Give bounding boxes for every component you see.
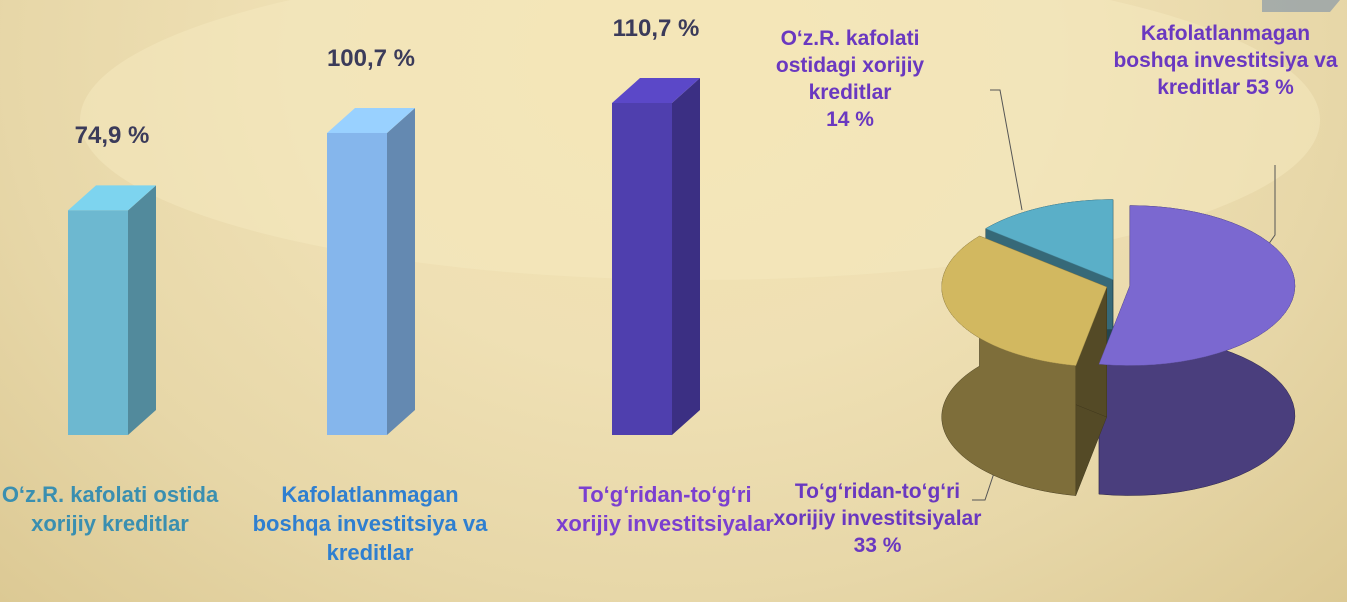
bar-side <box>672 78 700 435</box>
slice-name: To‘g‘ridan-to‘g‘ri xorijiy investitsiyal… <box>773 480 982 530</box>
bar-top <box>327 107 415 133</box>
slice-label: To‘g‘ridan-to‘g‘ri xorijiy investitsiyal… <box>770 478 985 559</box>
slice <box>985 199 1114 280</box>
category-label: Kafolatlanmagan boshqa investitsiya va k… <box>252 482 488 565</box>
value-label: 100,7 % <box>326 44 416 72</box>
slice-name: Kafolatlanmagan boshqa investitsiya va k… <box>1113 22 1338 99</box>
slice <box>941 235 1108 366</box>
slice-label: Kafolatlanmagan boshqa investitsiya va k… <box>1108 20 1343 101</box>
slice-value: 33 % <box>853 534 902 557</box>
value-label: 110,7 % <box>612 15 700 42</box>
background-shape <box>1262 0 1340 12</box>
bar <box>327 107 415 435</box>
slice-name: O‘z.R. kafolati ostidagi xorijiy kreditl… <box>775 27 925 104</box>
bar-top <box>612 78 700 103</box>
bar-side <box>387 107 415 435</box>
slice-value: 14 % <box>826 108 874 131</box>
leader-line <box>1267 165 1276 246</box>
leader-line <box>990 89 1023 211</box>
slice <box>1098 205 1296 366</box>
category-label: O‘z.R. kafolati ostida xorijiy kreditlar <box>1 482 219 536</box>
category-label: To‘g‘ridan-to‘g‘ri xorijiy investitsiyal… <box>556 482 774 536</box>
slice-value: 53 % <box>1245 76 1294 99</box>
value-label: 74,9 % <box>74 122 150 150</box>
bar-front <box>68 210 128 435</box>
slice-label: O‘z.R. kafolati ostidagi xorijiy kreditl… <box>740 25 960 133</box>
bar <box>68 185 156 435</box>
bar-top <box>68 185 156 211</box>
bar-side <box>128 185 156 435</box>
bar-front <box>327 132 387 435</box>
bar <box>612 78 700 435</box>
bar-front <box>612 103 672 435</box>
